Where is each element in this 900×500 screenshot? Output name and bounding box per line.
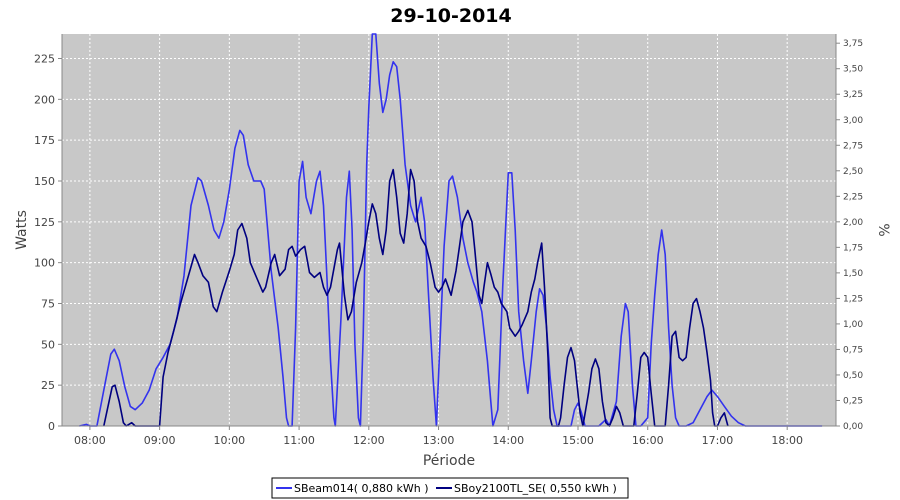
y2-tick-label: 2,25 xyxy=(843,192,863,202)
y2-tick-label: 0,00 xyxy=(843,422,863,432)
x-tick-label: 08:00 xyxy=(74,434,106,447)
x-axis-label: Période xyxy=(423,453,475,469)
y2-tick-label: 2,75 xyxy=(843,141,863,151)
y2-tick-label: 3,75 xyxy=(843,39,863,49)
y2-tick-label: 1,75 xyxy=(843,243,863,253)
y-tick-label: 175 xyxy=(34,134,55,147)
legend: SBeam014( 0,880 kWh ) SBoy2100TL_SE( 0,5… xyxy=(271,477,629,499)
legend-label-sboy: SBoy2100TL_SE( 0,550 kWh ) xyxy=(454,482,617,495)
y2-tick-label: 3,25 xyxy=(843,90,863,100)
y-tick-label: 0 xyxy=(48,420,55,433)
y2-tick-label: 3,50 xyxy=(843,65,863,75)
y-tick-label: 100 xyxy=(34,257,55,270)
y-tick-label: 200 xyxy=(34,93,55,106)
series-line-0 xyxy=(79,33,823,427)
series-line-1 xyxy=(103,168,729,427)
y-axis-ticks: 0 25 50 75 100 125 150 175 200 225 xyxy=(34,53,62,433)
y2-tick-label: 2,00 xyxy=(843,218,863,228)
y-tick-label: 25 xyxy=(41,379,55,392)
y-tick-label: 150 xyxy=(34,175,55,188)
series-layer xyxy=(79,33,823,427)
y2-tick-label: 3,00 xyxy=(843,116,863,126)
y-axis-label: Watts xyxy=(14,210,30,250)
y-tick-label: 75 xyxy=(41,298,55,311)
chart-title: 29-10-2014 xyxy=(390,5,512,27)
x-axis-ticks: 08:00 09:00 10:00 11:00 12:00 13:00 14:00 15:00… xyxy=(74,426,803,447)
y2-axis-label: % xyxy=(875,223,891,236)
y-tick-label: 125 xyxy=(34,216,55,229)
y-tick-label: 50 xyxy=(41,338,55,351)
plot-area xyxy=(62,34,836,426)
y2-tick-label: 1,25 xyxy=(843,294,863,304)
x-tick-label: 15:00 xyxy=(562,434,594,447)
x-tick-label: 10:00 xyxy=(213,434,245,447)
x-tick-label: 17:00 xyxy=(702,434,734,447)
x-tick-label: 16:00 xyxy=(632,434,664,447)
x-tick-label: 13:00 xyxy=(423,434,455,447)
y2-axis-ticks: 0,00 0,25 0,50 0,75 1,00 1,25 1,50 1,75 2,00 2,25… xyxy=(836,39,863,432)
y2-tick-label: 0,25 xyxy=(843,396,863,406)
y2-tick-label: 1,50 xyxy=(843,269,863,279)
y2-tick-label: 0,50 xyxy=(843,371,863,381)
x-tick-label: 18:00 xyxy=(771,434,803,447)
legend-label-sbeam: SBeam014( 0,880 kWh ) xyxy=(294,482,429,495)
y-tick-label: 225 xyxy=(34,53,55,66)
x-tick-label: 14:00 xyxy=(492,434,524,447)
x-tick-label: 12:00 xyxy=(353,434,385,447)
x-tick-label: 09:00 xyxy=(144,434,176,447)
y2-tick-label: 2,50 xyxy=(843,167,863,177)
y2-tick-label: 0,75 xyxy=(843,345,863,355)
x-tick-label: 11:00 xyxy=(283,434,315,447)
y2-tick-label: 1,00 xyxy=(843,320,863,330)
grid-lines xyxy=(62,34,836,426)
